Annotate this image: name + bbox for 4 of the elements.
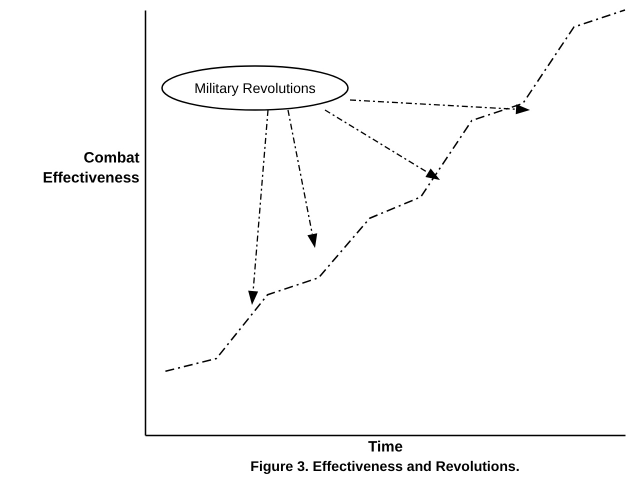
y-axis-title: Combat Effectiveness bbox=[42, 150, 140, 186]
text: Figure 3. Effectiveness and Revolutions. bbox=[250, 458, 520, 474]
x-axis-title: Time bbox=[368, 438, 403, 456]
annotation: Military Revolutions bbox=[194, 80, 316, 96]
